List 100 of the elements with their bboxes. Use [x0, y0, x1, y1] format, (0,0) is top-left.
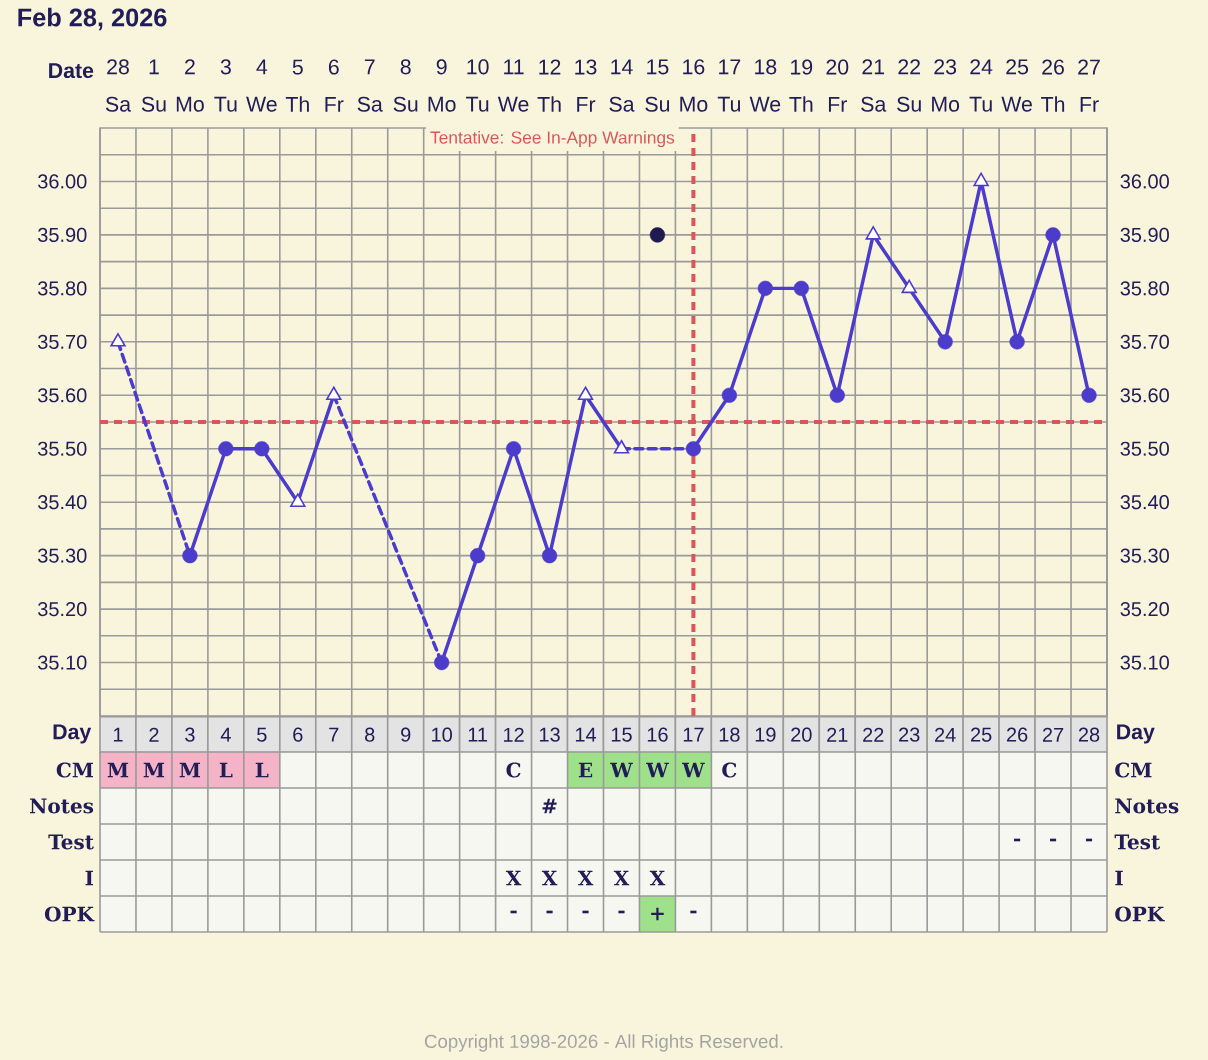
- x-tick-label: 8: [365, 727, 375, 742]
- text: -: [546, 910, 553, 914]
- y-tick-label: 35.70: [38, 334, 87, 349]
- y-tick-label: 35.40: [38, 495, 87, 510]
- point: [470, 548, 486, 564]
- text: +: [651, 907, 664, 921]
- y2-tick-label: Notes: [1115, 798, 1179, 814]
- x-tick-label: 21: [827, 727, 848, 742]
- point: [649, 227, 666, 243]
- point: [218, 441, 234, 457]
- ref-line-label: Tentative: See In-App Warnings: [430, 130, 675, 148]
- y-tick-label: Test: [48, 834, 94, 850]
- y-tick-label: Notes: [30, 798, 94, 814]
- x-tick-label: 23 Mo: [932, 59, 960, 112]
- x-tick-label: 3 Tu: [214, 59, 237, 112]
- x-tick-label: 2: [149, 727, 159, 742]
- y2-tick-label: 36.00: [1120, 174, 1169, 189]
- text: X: [505, 870, 522, 886]
- x-tick-label: 12 Th: [537, 59, 561, 112]
- y2-tick-label: OPK: [1115, 906, 1165, 922]
- x-tick-label: 9 Mo: [428, 59, 456, 112]
- text: M: [179, 762, 201, 778]
- x-axis-title: Day: [53, 724, 92, 744]
- x-tick-label: 14 Sa: [609, 59, 635, 112]
- y2-tick-label: CM: [1115, 762, 1152, 778]
- text: -: [1085, 838, 1093, 842]
- x-tick-label: 4 We: [246, 59, 277, 112]
- x-tick-label: 27: [1042, 727, 1064, 742]
- point: [757, 280, 773, 296]
- x-tick-label: 22 Su: [897, 59, 921, 112]
- x-tick-label: 7 Sa: [357, 59, 383, 112]
- x-tick-label: 25: [971, 727, 992, 742]
- y2-tick-label: Test: [1114, 834, 1161, 850]
- point: [505, 441, 522, 457]
- x-tick-label: 9: [401, 727, 411, 742]
- text: X: [541, 870, 558, 886]
- x-tick-label: 6: [293, 727, 303, 742]
- point: [973, 172, 989, 187]
- x-tick-label: 15 Su: [645, 59, 670, 112]
- y2-tick-label: 35.80: [1120, 281, 1169, 296]
- text: E: [578, 762, 593, 778]
- text: -: [690, 910, 697, 914]
- text: W: [646, 762, 669, 778]
- x-tick-label: 5 Th: [285, 59, 309, 112]
- point: [1045, 227, 1061, 243]
- x-tick-label: 4: [220, 727, 231, 742]
- y2-tick-label: 35.20: [1120, 602, 1169, 617]
- text: W: [682, 762, 705, 778]
- text: -: [1014, 838, 1021, 842]
- x-tick-label: 19: [755, 727, 776, 742]
- y-tick-label: 35.90: [38, 227, 87, 242]
- point: [937, 334, 953, 350]
- text: X: [577, 870, 594, 886]
- x-tick-label: 12: [504, 727, 524, 742]
- y-tick-label: 35.20: [38, 602, 87, 617]
- x-tick-label: 19 Th: [789, 59, 813, 112]
- x-tick-label: 28: [1078, 727, 1100, 742]
- x-tick-label: 1 Su: [141, 59, 166, 112]
- y2-tick-label: 35.40: [1120, 495, 1169, 510]
- y2-tick-label: 35.70: [1120, 334, 1169, 349]
- x-tick-label: 16: [647, 727, 668, 742]
- x-tick-label: 20 Fr: [826, 59, 849, 112]
- text: -: [1049, 838, 1057, 842]
- text: -: [618, 910, 625, 914]
- x-tick-label: 27 Fr: [1078, 59, 1100, 112]
- x-tick-label: 3: [185, 727, 195, 742]
- y2-tick-label: 35.30: [1120, 548, 1169, 563]
- x-tick-label: 21 Sa: [861, 59, 887, 112]
- x-tick-label: 7: [329, 727, 339, 742]
- text: X: [649, 870, 666, 886]
- point: [110, 333, 126, 347]
- x-tick-label: 28 Sa: [105, 59, 132, 112]
- y-tick-label: OPK: [44, 906, 95, 922]
- text: M: [143, 762, 165, 778]
- point: [434, 654, 450, 671]
- y-tick-label: 36.00: [38, 174, 87, 189]
- point: [182, 548, 198, 564]
- y-tick-label: 35.50: [38, 441, 87, 456]
- y2-tick-label: 35.90: [1120, 227, 1169, 242]
- x-tick-label: 17 Tu: [717, 59, 741, 112]
- x-tick-label: 17: [683, 727, 704, 742]
- y-tick-label: CM: [56, 762, 94, 778]
- point: [685, 441, 702, 457]
- x-tick-label: 13 Fr: [575, 59, 597, 112]
- x-axis-title: Date: [49, 63, 94, 79]
- text: W: [610, 762, 633, 778]
- x-tick-label: 20: [791, 727, 812, 742]
- text: Day: [1117, 724, 1155, 744]
- y2-tick-label: 35.60: [1120, 388, 1169, 403]
- point: [1009, 334, 1025, 350]
- x-tick-label: 5: [257, 727, 267, 742]
- text: X: [613, 870, 630, 886]
- x-tick-label: 11: [468, 727, 488, 742]
- text: L: [255, 762, 269, 778]
- y2-tick-label: 35.50: [1120, 441, 1169, 456]
- text: -: [510, 910, 517, 914]
- y2-tick-label: I: [1115, 870, 1123, 886]
- point: [577, 386, 594, 401]
- x-tick-label: 13: [539, 727, 560, 742]
- x-tick-label: 26 Th: [1041, 59, 1065, 112]
